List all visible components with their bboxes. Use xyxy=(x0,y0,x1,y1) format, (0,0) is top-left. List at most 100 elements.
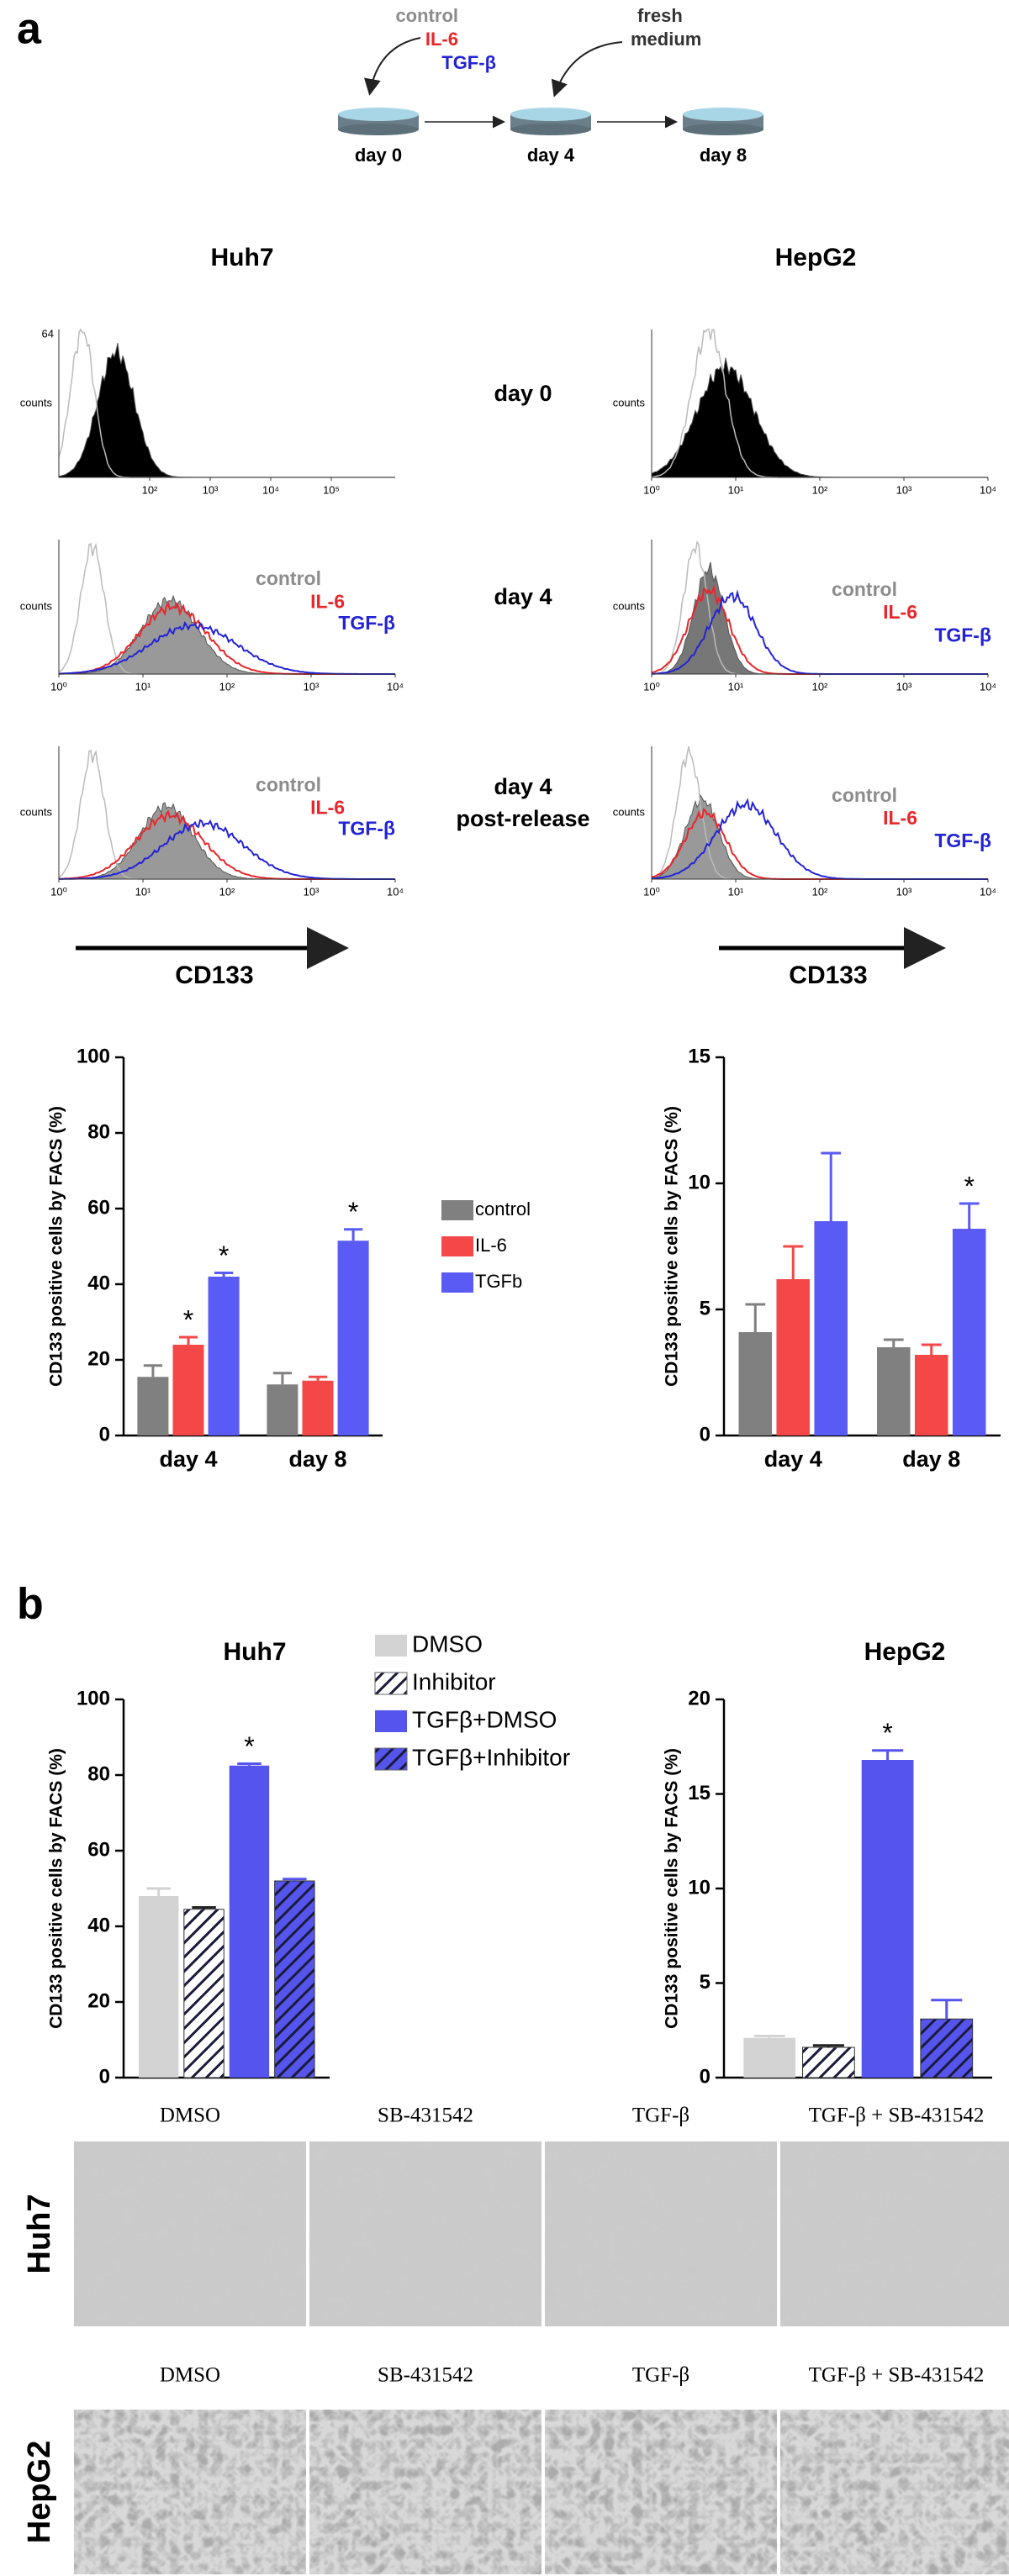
x-tick-label: 10¹ xyxy=(135,680,151,693)
micrograph-texture xyxy=(309,2410,541,2574)
significance-marker: * xyxy=(882,1718,892,1748)
image-label: SB-431542 xyxy=(378,2105,473,2127)
treatment-label: IL-6 xyxy=(425,29,458,50)
row-label: HepG2 xyxy=(22,2441,57,2543)
y-tick-label: 0 xyxy=(99,2065,110,2088)
schematic: control IL-6 TGF-β fresh medium day 0 da… xyxy=(338,5,763,166)
y-tick-label: 5 xyxy=(700,1971,711,1994)
medium-label: medium xyxy=(631,29,701,50)
legend-label: control xyxy=(832,784,897,806)
x-tick-label: 10⁰ xyxy=(50,885,67,898)
arrow xyxy=(364,37,421,96)
y-tick-label: 100 xyxy=(77,1045,110,1067)
x-tick-label: 10⁴ xyxy=(980,885,996,898)
bar xyxy=(183,1909,225,2078)
y-tick-label: 64 xyxy=(42,327,54,340)
y-tick-label: 80 xyxy=(87,1762,110,1785)
y-tick-label: 40 xyxy=(87,1272,110,1294)
bar xyxy=(208,1277,240,1436)
y-axis-label: counts xyxy=(20,599,53,612)
y-tick-label: 100 xyxy=(77,1687,110,1709)
error-bar xyxy=(872,1749,904,1760)
y-tick-label: 20 xyxy=(87,1989,110,2012)
legend-label: IL-6 xyxy=(883,807,917,829)
legend-swatch xyxy=(375,1635,407,1657)
bar xyxy=(337,1241,369,1436)
legend-label: control xyxy=(256,567,321,589)
micrograph-texture xyxy=(780,2141,1009,2326)
bar xyxy=(814,1221,848,1436)
panel-label: b xyxy=(17,1580,44,1629)
bar xyxy=(274,1880,315,2078)
error-bar xyxy=(146,1887,171,1896)
x-tick-label: 10¹ xyxy=(728,885,744,898)
error-bar xyxy=(143,1364,163,1378)
x-tick-label: 10¹ xyxy=(728,680,744,693)
micrograph xyxy=(780,2141,1009,2326)
bar xyxy=(920,2018,974,2078)
image-label: DMSO xyxy=(160,2364,220,2387)
x-tick-label: 10⁵ xyxy=(323,483,340,496)
chart-title: HepG2 xyxy=(864,1638,946,1666)
x-tick-label: day 4 xyxy=(764,1446,822,1472)
row-label: day 4 xyxy=(494,584,552,609)
histogram-fill xyxy=(651,561,988,675)
error-bar xyxy=(921,1343,942,1355)
significance-marker: * xyxy=(183,1304,193,1335)
y-tick-label: 40 xyxy=(87,1914,110,1936)
histogram: counts 10⁰ 10¹ 10² 10³ 10⁴ xyxy=(613,329,996,496)
panel-label: a xyxy=(17,5,42,54)
error-bar xyxy=(883,1338,904,1347)
x-axis-label: CD133 xyxy=(789,961,867,989)
bar xyxy=(137,1377,169,1436)
x-tick-label: 10⁴ xyxy=(387,885,404,898)
row-label: day 4 xyxy=(494,774,552,799)
legend-label: IL-6 xyxy=(310,796,345,818)
isotype-curve xyxy=(58,542,395,675)
y-axis-label: CD133 positive cells by FACS (%) xyxy=(47,1106,66,1387)
dish xyxy=(510,108,591,135)
error-bar xyxy=(214,1272,234,1277)
legend-swatch xyxy=(441,1236,473,1256)
error-bar xyxy=(783,1245,804,1279)
bar xyxy=(743,2037,796,2078)
y-tick-label: 60 xyxy=(87,1838,110,1861)
legend-label: control xyxy=(256,773,321,795)
bar xyxy=(302,1380,334,1436)
micrograph xyxy=(309,2410,541,2574)
bar xyxy=(172,1345,204,1436)
error-bar xyxy=(178,1335,198,1345)
row-label: Huh7 xyxy=(22,2194,57,2274)
x-tick-label: 10² xyxy=(812,885,828,898)
x-axis-label: CD133 xyxy=(175,961,253,989)
error-bar xyxy=(272,1372,293,1385)
x-tick-label: 10² xyxy=(219,680,235,693)
y-axis-label: counts xyxy=(613,805,646,818)
x-tick-label: 10³ xyxy=(896,680,912,693)
bar xyxy=(738,1332,773,1436)
x-tick-label: 10³ xyxy=(896,483,912,496)
legend-label: IL-6 xyxy=(883,601,917,623)
micrograph xyxy=(309,2141,541,2326)
significance-marker: * xyxy=(964,1171,974,1201)
error-bar xyxy=(237,1762,261,1766)
micrograph-texture xyxy=(545,2141,777,2326)
x-tick-label: 10¹ xyxy=(135,885,151,898)
y-tick-label: 20 xyxy=(87,1347,110,1370)
dish xyxy=(338,108,419,135)
significance-marker: * xyxy=(244,1731,254,1762)
y-tick-label: 0 xyxy=(700,1423,711,1446)
x-tick-label: 10⁰ xyxy=(643,680,660,693)
image-label: DMSO xyxy=(160,2105,220,2127)
y-tick-label: 15 xyxy=(688,1782,711,1804)
image-label: TGF-β + SB-431542 xyxy=(809,2105,985,2127)
histogram: counts 64 10² 10³ 10⁴ 10⁵ xyxy=(20,327,395,496)
x-tick-label: 10¹ xyxy=(728,483,744,496)
y-axis-label: CD133 positive cells by FACS (%) xyxy=(663,1106,682,1387)
legend-label: IL-6 xyxy=(475,1235,507,1256)
y-tick-label: 0 xyxy=(99,1423,110,1446)
bar xyxy=(914,1355,948,1436)
